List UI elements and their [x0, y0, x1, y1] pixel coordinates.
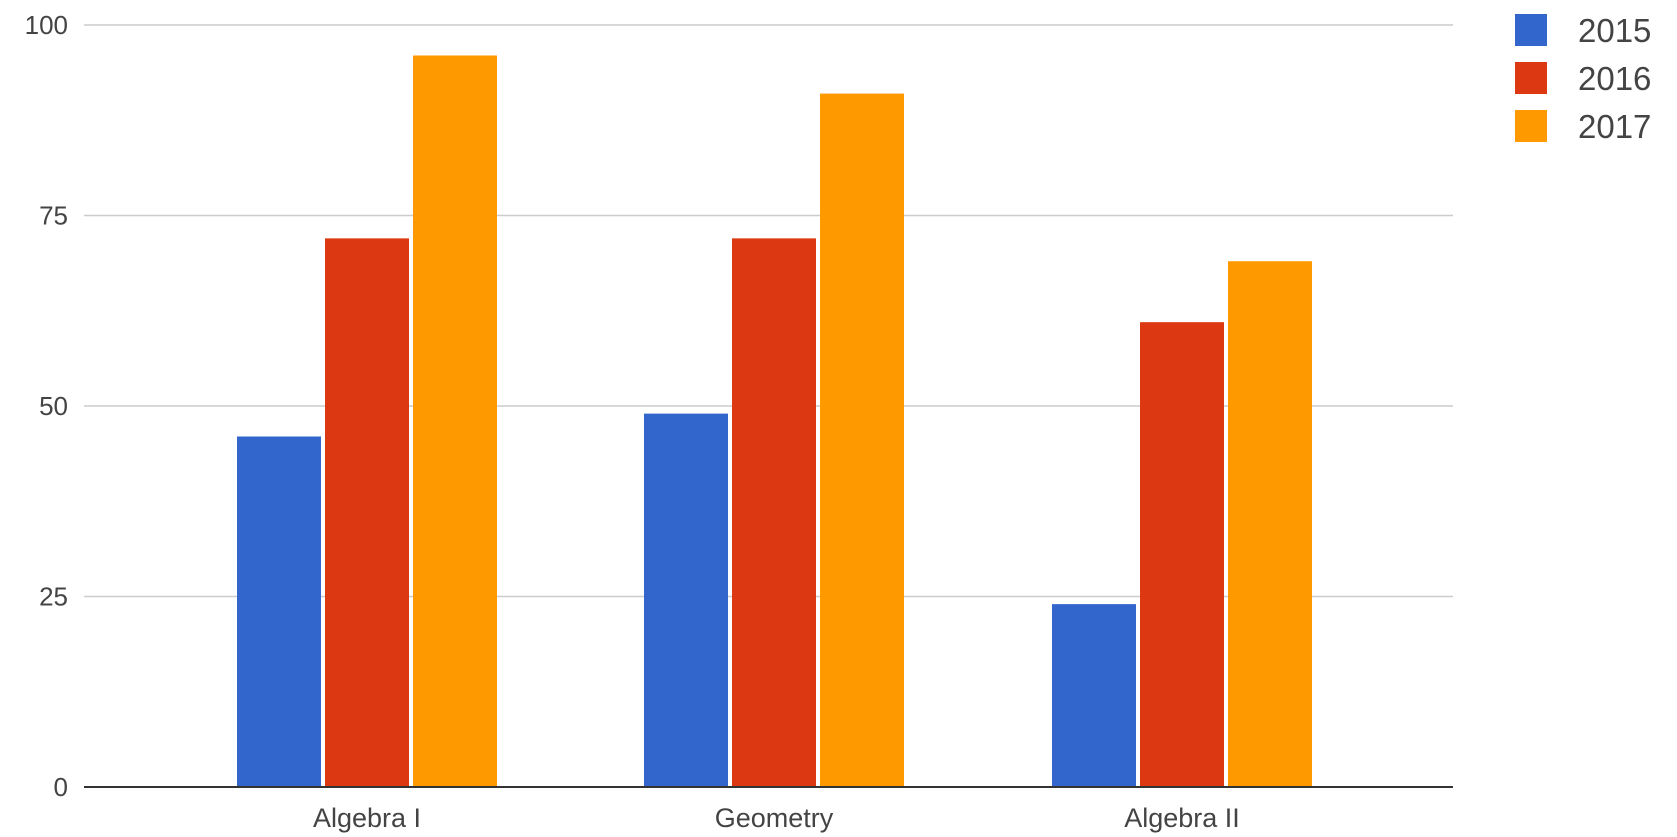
bar-algebra-ii-2016: [1140, 322, 1224, 787]
y-tick-label: 100: [25, 10, 68, 40]
y-axis-tick-labels: 0 25 50 75 100: [25, 10, 68, 802]
y-tick-label: 0: [54, 772, 68, 802]
legend-label-2015: 2015: [1578, 12, 1651, 49]
bars: [237, 55, 1312, 788]
x-axis-category-labels: Algebra I Geometry Algebra II: [313, 803, 1240, 833]
x-category-label: Geometry: [715, 803, 834, 833]
legend-label-2017: 2017: [1578, 108, 1651, 145]
bar-algebra-ii-2017: [1228, 261, 1312, 788]
y-tick-label: 25: [39, 582, 68, 612]
bar-geometry-2015: [644, 413, 728, 787]
legend-swatch-2015: [1515, 14, 1547, 46]
bar-algebra-ii-2015: [1052, 604, 1136, 787]
legend-label-2016: 2016: [1578, 60, 1651, 97]
bar-algebra-i-2017: [413, 55, 497, 788]
bar-geometry-2017: [820, 93, 904, 787]
x-category-label: Algebra II: [1124, 803, 1240, 833]
x-category-label: Algebra I: [313, 803, 421, 833]
legend-swatch-2017: [1515, 110, 1547, 142]
legend: 2015 2016 2017: [1515, 12, 1651, 145]
legend-swatch-2016: [1515, 62, 1547, 94]
y-tick-label: 75: [39, 201, 68, 231]
bar-algebra-i-2016: [325, 238, 409, 788]
y-tick-label: 50: [39, 391, 68, 421]
bar-geometry-2016: [732, 238, 816, 788]
bar-algebra-i-2015: [237, 436, 321, 787]
